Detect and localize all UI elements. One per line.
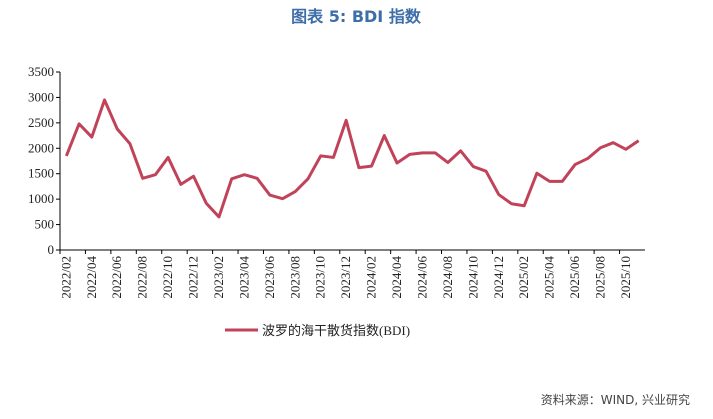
legend-label: 波罗的海干散货指数(BDI) [262,323,410,338]
y-tick-label: 2500 [28,115,54,130]
y-tick-label: 3000 [28,89,54,104]
source: 资料来源：WIND, 兴业研究 [541,392,690,407]
x-tick-label: 2022/04 [84,256,99,299]
x-tick-label: 2024/06 [414,256,429,299]
x-tick-label: 2022/10 [160,256,175,299]
y-tick-label: 2000 [28,140,54,155]
x-tick-label: 2025/06 [567,256,582,299]
x-tick-label: 2023/12 [338,256,353,299]
y-tick-label: 1500 [28,166,54,181]
x-tick-label: 2025/08 [592,256,607,299]
x-tick-label: 2022/02 [58,256,73,299]
y-tick-label: 1000 [28,191,54,206]
x-tick-label: 2023/04 [236,256,251,299]
x-tick-label: 2024/10 [465,256,480,299]
x-tick-label: 2022/08 [135,256,150,299]
y-tick-label: 3500 [28,64,54,79]
x-tick-label: 2024/02 [364,256,379,299]
chart-title: 图表 5: BDI 指数 [291,7,422,26]
x-tick-label: 2023/10 [313,256,328,299]
x-tick-label: 2023/06 [262,256,277,299]
x-tick-label: 2023/02 [211,256,226,299]
x-tick-label: 2025/02 [516,256,531,299]
x-tick-label: 2024/04 [389,256,404,299]
x-tick-label: 2024/12 [491,256,506,299]
x-tick-label: 2025/10 [618,256,633,299]
x-tick-label: 2022/06 [109,256,124,299]
x-tick-label: 2022/12 [186,256,201,299]
x-tick-label: 2023/08 [287,256,302,299]
y-tick-label: 500 [35,217,55,232]
x-tick-label: 2024/08 [440,256,455,299]
line-series [64,98,640,219]
y-tick-label: 0 [48,242,55,257]
x-tick-label: 2025/04 [542,256,557,299]
